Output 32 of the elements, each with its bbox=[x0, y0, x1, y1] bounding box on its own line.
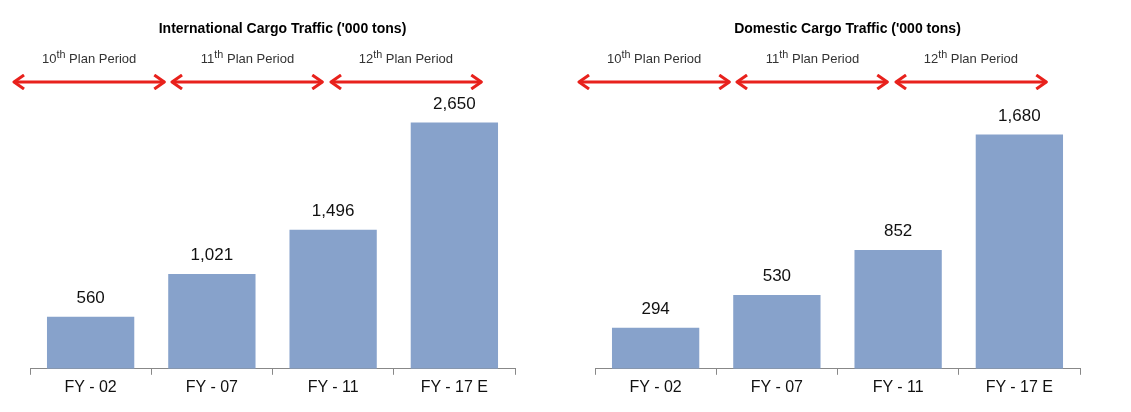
bar bbox=[854, 250, 942, 370]
x-tick-label: FY - 11 bbox=[872, 378, 924, 396]
data-label: 1,021 bbox=[190, 245, 234, 265]
data-label: 560 bbox=[76, 288, 105, 308]
x-tick-label: FY - 07 bbox=[750, 378, 804, 396]
data-label: 2,650 bbox=[433, 94, 476, 114]
bar bbox=[975, 134, 1064, 370]
x-tick-label: FY - 17 E bbox=[985, 378, 1054, 396]
data-label: 1,496 bbox=[311, 201, 355, 221]
bar bbox=[168, 274, 256, 370]
chart-title: International Cargo Traffic ('000 tons) bbox=[157, 20, 408, 38]
x-tick-label: FY - 17 E bbox=[420, 378, 489, 396]
text: 11$^{th}$ Plan Period bbox=[764, 48, 861, 67]
bar bbox=[733, 295, 821, 370]
bar bbox=[46, 317, 135, 370]
bar bbox=[410, 122, 499, 370]
text: 12$^{th}$ Plan Period bbox=[357, 48, 454, 67]
bar bbox=[611, 328, 700, 370]
bar bbox=[289, 230, 377, 370]
text: 11$^{th}$ Plan Period bbox=[199, 48, 296, 67]
text: 10$^{th}$ Plan Period bbox=[41, 48, 138, 67]
data-label: 294 bbox=[641, 299, 670, 319]
data-label: 1,680 bbox=[998, 106, 1041, 126]
x-tick-label: FY - 11 bbox=[307, 378, 359, 396]
x-tick-label: FY - 02 bbox=[64, 378, 117, 396]
chart-title: Domestic Cargo Traffic ('000 tons) bbox=[733, 20, 962, 38]
data-label: 852 bbox=[883, 221, 913, 241]
text: 12$^{th}$ Plan Period bbox=[922, 48, 1019, 67]
text: 10$^{th}$ Plan Period bbox=[606, 48, 703, 67]
x-tick-label: FY - 07 bbox=[185, 378, 239, 396]
data-label: 530 bbox=[762, 266, 792, 286]
x-tick-label: FY - 02 bbox=[629, 378, 682, 396]
